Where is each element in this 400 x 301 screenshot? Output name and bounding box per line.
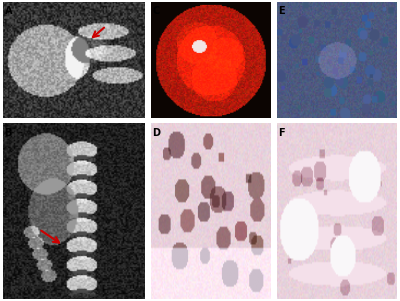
Text: B: B bbox=[5, 128, 12, 138]
Text: A: A bbox=[5, 6, 12, 16]
Text: D: D bbox=[152, 128, 160, 138]
Text: F: F bbox=[278, 128, 285, 138]
Text: C: C bbox=[152, 6, 160, 16]
Text: E: E bbox=[278, 6, 285, 16]
